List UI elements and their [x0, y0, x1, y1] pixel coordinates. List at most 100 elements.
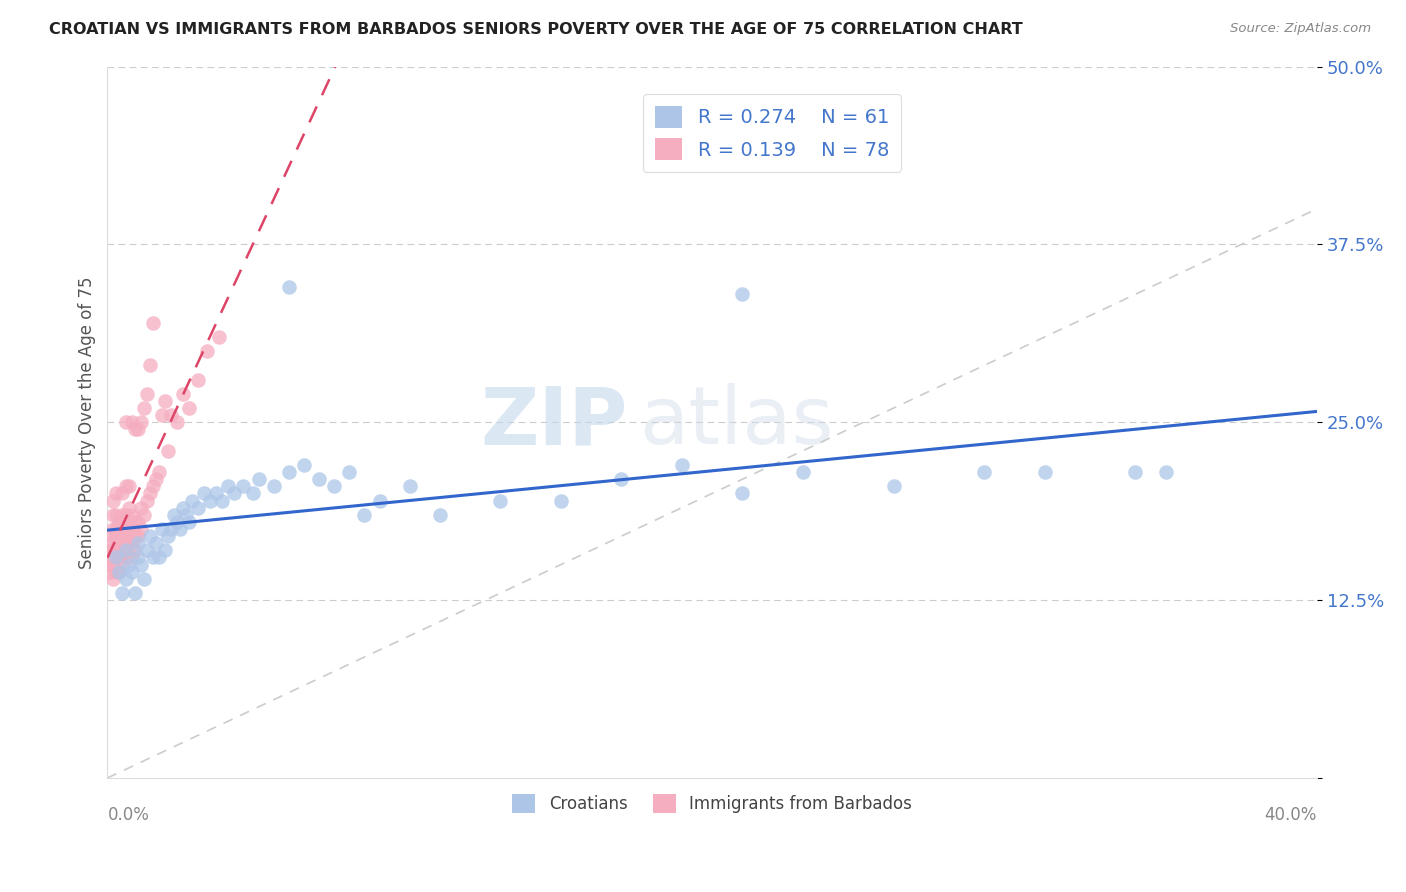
Point [177, 401, 200, 415]
Point [337, 465, 360, 479]
Point [353, 508, 375, 522]
Point [103, 508, 125, 522]
Point [429, 508, 451, 522]
Point [731, 486, 754, 500]
Point [103, 529, 125, 543]
Point [114, 415, 136, 429]
Point [169, 522, 191, 536]
Point [156, 529, 179, 543]
Point [105, 550, 128, 565]
Point [114, 479, 136, 493]
Point [103, 558, 125, 572]
Point [111, 529, 134, 543]
Point [127, 515, 149, 529]
Point [117, 515, 139, 529]
Point [127, 529, 149, 543]
Point [108, 515, 131, 529]
Point [308, 472, 330, 486]
Point [103, 493, 125, 508]
Point [105, 565, 128, 579]
Point [127, 550, 149, 565]
Point [129, 558, 152, 572]
Point [142, 479, 165, 493]
Point [129, 415, 152, 429]
Point [156, 443, 179, 458]
Text: 0.0%: 0.0% [107, 806, 149, 824]
Point [1154, 465, 1177, 479]
Point [100, 543, 122, 558]
Point [160, 522, 183, 536]
Point [100, 536, 122, 550]
Point [114, 536, 136, 550]
Point [193, 486, 215, 500]
Point [1033, 465, 1056, 479]
Point [292, 458, 315, 472]
Point [181, 493, 204, 508]
Point [398, 479, 420, 493]
Point [117, 558, 139, 572]
Point [174, 508, 197, 522]
Point [160, 408, 183, 422]
Point [172, 387, 194, 401]
Point [135, 543, 157, 558]
Point [127, 422, 149, 436]
Point [100, 558, 122, 572]
Point [224, 486, 246, 500]
Point [489, 493, 512, 508]
Point [100, 550, 122, 565]
Point [731, 287, 754, 301]
Point [150, 408, 173, 422]
Point [108, 565, 131, 579]
Point [172, 500, 194, 515]
Point [111, 522, 134, 536]
Point [124, 543, 146, 558]
Text: 40.0%: 40.0% [1264, 806, 1317, 824]
Point [108, 522, 131, 536]
Point [129, 500, 152, 515]
Point [124, 515, 146, 529]
Point [114, 543, 136, 558]
Point [217, 479, 239, 493]
Point [100, 565, 122, 579]
Point [121, 415, 143, 429]
Point [138, 359, 160, 373]
Point [121, 522, 143, 536]
Point [166, 515, 188, 529]
Point [117, 500, 139, 515]
Point [114, 508, 136, 522]
Point [368, 493, 391, 508]
Point [135, 493, 157, 508]
Point [142, 550, 165, 565]
Point [114, 522, 136, 536]
Point [208, 330, 231, 344]
Point [105, 550, 128, 565]
Point [187, 500, 209, 515]
Point [550, 493, 572, 508]
Y-axis label: Seniors Poverty Over the Age of 75: Seniors Poverty Over the Age of 75 [79, 276, 96, 568]
Point [132, 508, 155, 522]
Point [132, 572, 155, 586]
Point [148, 550, 170, 565]
Point [114, 550, 136, 565]
Point [103, 543, 125, 558]
Point [121, 536, 143, 550]
Point [108, 550, 131, 565]
Point [277, 280, 299, 294]
Point [263, 479, 285, 493]
Point [117, 479, 139, 493]
Point [232, 479, 254, 493]
Point [187, 373, 209, 387]
Point [124, 529, 146, 543]
Point [883, 479, 905, 493]
Point [138, 486, 160, 500]
Point [177, 515, 200, 529]
Point [111, 486, 134, 500]
Point [121, 508, 143, 522]
Point [153, 394, 176, 409]
Point [973, 465, 995, 479]
Point [129, 522, 152, 536]
Legend: Croatians, Immigrants from Barbados: Croatians, Immigrants from Barbados [506, 787, 918, 820]
Point [111, 586, 134, 600]
Text: Source: ZipAtlas.com: Source: ZipAtlas.com [1230, 22, 1371, 36]
Point [163, 508, 186, 522]
